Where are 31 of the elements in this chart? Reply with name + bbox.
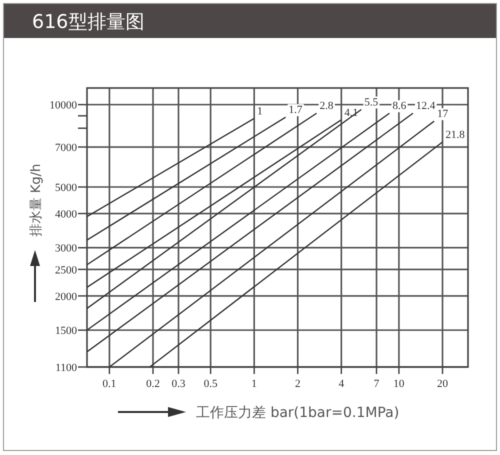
series-label: 12.4 (416, 100, 436, 112)
x-tick-label: 0.1 (102, 378, 116, 390)
x-tick-label: 4 (338, 378, 345, 390)
y-tick-label: 7000 (55, 142, 78, 154)
x-tick-label: 2 (295, 378, 301, 390)
x-tick-label: 0.3 (172, 378, 186, 390)
y-tick-label: 3000 (55, 242, 78, 255)
x-axis-title: 工作压力差 bar(1bar=0.1MPa) (196, 405, 400, 421)
x-tick-label: 20 (437, 378, 449, 390)
x-tick-label: 7 (374, 378, 380, 390)
y-axis-title: 排水量 Kg/h (29, 164, 44, 236)
y-tick-label: 4000 (55, 208, 78, 221)
y-tick-label: 1100 (55, 362, 78, 374)
x-tick-label: 0.5 (204, 378, 218, 390)
series-label: 2.8 (320, 100, 334, 112)
series-label: 8.6 (392, 100, 407, 112)
series-label: 4.1 (344, 106, 358, 119)
y-tick-label: 10000 (50, 100, 78, 112)
series-label: 1 (257, 105, 263, 118)
x-tick-label: 10 (393, 378, 405, 390)
series-label: 5.5 (364, 96, 379, 108)
y-tick-label: 2000 (55, 290, 78, 303)
y-tick-label: 2500 (55, 264, 78, 276)
chart-title: 616型排量图 (32, 11, 144, 33)
series-label: 17 (437, 108, 449, 120)
series-label: 21.8 (446, 129, 466, 142)
y-tick-label: 1500 (55, 325, 78, 338)
y-tick-label: 5000 (55, 182, 78, 194)
x-tick-label: 0.2 (146, 378, 160, 390)
series-label: 1.7 (288, 104, 303, 116)
x-tick-label: 1 (251, 378, 257, 390)
